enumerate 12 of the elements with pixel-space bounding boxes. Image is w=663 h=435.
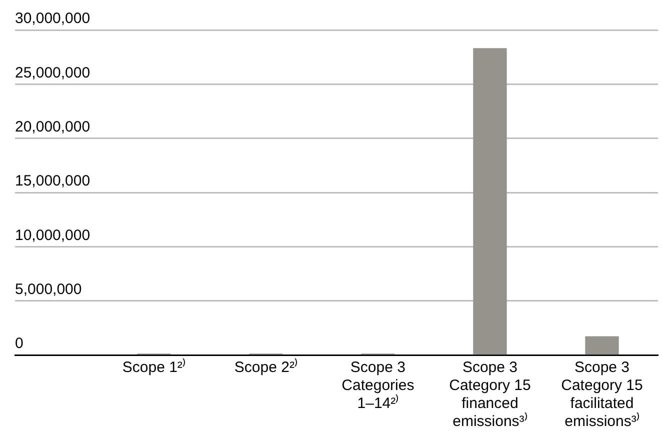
y-tick-label: 10,000,000 xyxy=(15,226,90,244)
x-tick-label: Scope 1²⁾ xyxy=(122,358,186,376)
x-tick-label: Scope 3 Category 15 facilitated emissions³⁾ xyxy=(561,359,643,430)
x-tick-label: Scope 3 Category 15 financed emissions³⁾ xyxy=(449,359,531,430)
x-tick-label: Scope 3 Categories 1–14²⁾ xyxy=(342,359,414,412)
y-tick-label: 0 xyxy=(15,335,24,352)
y-tick-label: 20,000,000 xyxy=(15,118,90,136)
y-tick-label: 15,000,000 xyxy=(15,172,90,190)
y-tick-label: 25,000,000 xyxy=(15,64,90,82)
x-tick-label: Scope 2²⁾ xyxy=(234,358,298,376)
y-tick-label: 5,000,000 xyxy=(15,280,82,298)
y-tick-label: 30,000,000 xyxy=(15,10,90,28)
